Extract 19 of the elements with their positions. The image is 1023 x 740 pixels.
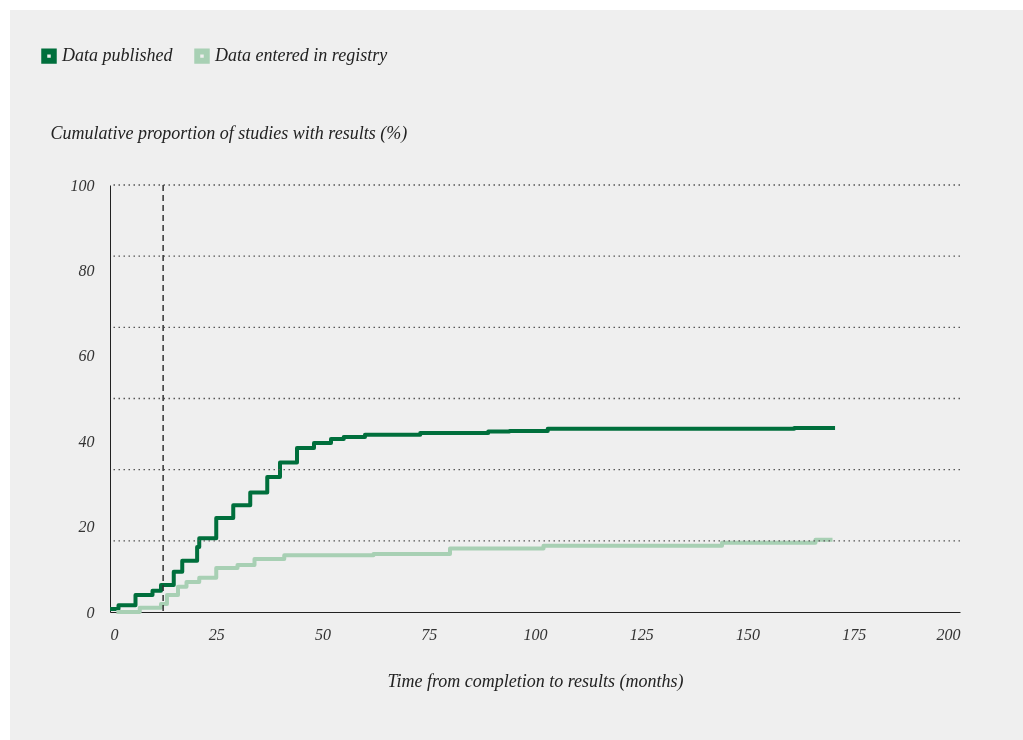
y-tick-label: 0 xyxy=(86,603,95,621)
x-tick-label: 125 xyxy=(629,625,654,643)
x-tick-label: 175 xyxy=(842,625,867,643)
x-tick-label: 100 xyxy=(523,625,548,643)
x-tick-label: 25 xyxy=(208,625,225,643)
y-tick-label: 60 xyxy=(78,347,95,365)
legend-label: Data published xyxy=(61,45,174,66)
y-tick-label: 80 xyxy=(78,261,95,279)
y-tick-label: 100 xyxy=(70,176,95,194)
legend-label: Data entered in registry xyxy=(214,45,388,66)
x-axis-title: Time from completion to results (months) xyxy=(387,670,684,692)
x-tick-label: 0 xyxy=(110,625,119,643)
y-tick-label: 20 xyxy=(78,518,95,536)
x-tick-label: 50 xyxy=(315,625,331,643)
y-axis-title: Cumulative proportion of studies with results (%) xyxy=(50,122,408,144)
y-tick-label: 40 xyxy=(78,432,95,450)
x-tick-label: 150 xyxy=(736,625,760,643)
x-tick-label: 75 xyxy=(421,625,438,643)
x-tick-label: 200 xyxy=(936,625,961,643)
